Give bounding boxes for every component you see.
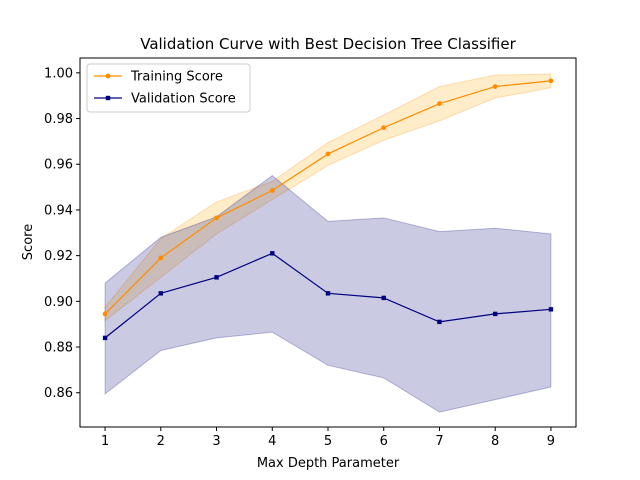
x-tick-label: 4 [268,434,276,449]
x-tick-label: 3 [212,434,220,449]
data-point-training [102,311,108,317]
y-tick-label: 0.86 [44,386,73,401]
legend-label-validation: Validation Score [131,92,236,107]
data-point-validation [102,335,108,341]
y-axis: 0.86 0.88 0.90 0.92 0.94 0.96 0.98 1.00 [44,66,80,401]
x-tick-label: 5 [324,434,332,449]
x-axis: 1 2 3 4 5 6 7 8 9 [101,427,555,449]
y-tick-label: 0.98 [44,112,73,127]
legend-box [86,63,251,113]
x-tick-label: 9 [547,434,555,449]
data-point-validation [325,291,331,296]
x-tick-label: 2 [157,434,165,449]
data-point-validation [381,295,386,301]
y-tick-label: 0.92 [44,249,73,264]
data-point-validation [214,275,219,280]
data-point-validation [548,307,554,312]
y-tick-label: 0.94 [44,203,73,218]
legend-label-training: Training Score [130,70,223,85]
legend: Training Score Validation Score [86,63,251,113]
x-axis-title: Max Depth Parameter [257,456,400,471]
x-tick-label: 8 [491,434,499,449]
data-point-training [325,151,331,157]
series-markers [102,78,554,341]
data-point-validation [437,319,442,325]
chart-title: Validation Curve with Best Decision Tree… [140,35,516,53]
x-tick-label: 7 [435,434,443,449]
data-point-training [492,84,498,89]
data-point-training [269,188,275,193]
y-tick-label: 0.96 [44,158,73,173]
data-point-training [381,125,387,131]
y-axis-title: Score [21,224,36,260]
data-point-validation [492,311,498,317]
legend-marker-validation [105,95,111,101]
legend-marker-training [105,73,111,79]
data-point-validation [158,291,164,296]
x-tick-label: 1 [101,434,109,449]
y-tick-label: 0.88 [44,341,73,356]
x-tick-label: 6 [380,434,388,449]
data-point-training [158,255,164,261]
confidence-band-training [104,73,552,322]
y-tick-label: 1.00 [44,66,73,81]
data-point-training [437,101,442,107]
data-point-training [214,215,219,221]
data-point-validation [270,251,275,256]
plot-area [102,73,554,413]
data-point-training [548,78,554,84]
y-tick-label: 0.90 [44,295,73,310]
